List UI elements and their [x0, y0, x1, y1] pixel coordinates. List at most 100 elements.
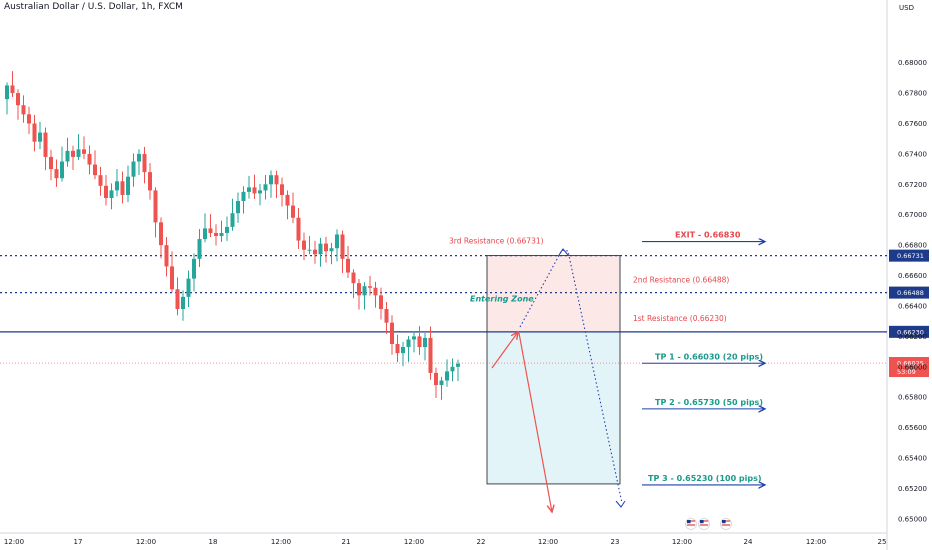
candle-body	[82, 149, 86, 154]
resistance-price-label: 0.66731	[897, 252, 924, 260]
target-label: TP 3 - 0.65230 (100 pips)	[648, 474, 762, 483]
candle-body	[285, 194, 290, 206]
time-tick-label: 18	[209, 538, 218, 546]
time-tick-label: 23	[611, 538, 620, 546]
price-tick-label: 0.65600	[898, 424, 927, 432]
candles	[5, 71, 460, 400]
price-tick-label: 0.65400	[898, 455, 927, 463]
flag-canton	[722, 520, 726, 524]
entering-zone-label: Entering Zone	[470, 294, 534, 303]
candle-body	[126, 176, 130, 195]
resistance-annotation: 2nd Resistance (0.66488)	[633, 276, 729, 285]
candle-body	[120, 181, 125, 195]
candle-body	[417, 336, 422, 348]
time-tick-label: 12:00	[136, 538, 156, 546]
time-axis[interactable]: 12:00 17 12:00 18 12:00 21 12:00 22 12:00 23 12:00…	[4, 538, 887, 546]
time-tick-label: 25	[878, 538, 887, 546]
candle-body	[32, 123, 37, 142]
last-price-tag	[889, 357, 929, 378]
chart-title: Australian Dollar / U.S. Dollar, 1h, FXC…	[4, 2, 183, 12]
candle-body	[16, 93, 20, 106]
price-axis[interactable]: 0.68000 0.67800 0.67600 0.67400 0.67200 0.670…	[898, 59, 927, 523]
candle-body	[423, 337, 427, 348]
us-flag-icon[interactable]	[720, 518, 732, 530]
countdown-label: 53:09	[897, 368, 916, 376]
last-price-label: 0.66025	[897, 360, 924, 368]
candle-body	[379, 295, 383, 310]
candle-body	[384, 309, 389, 323]
annotations: EXIT - 0.66830 TP 1 - 0.66030 (20 pips) TP…	[449, 231, 763, 530]
candle-body	[434, 372, 438, 386]
candle-body	[412, 336, 416, 340]
price-tick-label: 0.66000	[898, 363, 927, 371]
flag-canton	[687, 520, 691, 524]
price-tick-label: 0.66800	[898, 242, 927, 250]
candle-body	[109, 190, 114, 198]
candle-body	[159, 222, 163, 246]
candle-body	[219, 232, 224, 237]
resistance-price-label: 0.66230	[897, 328, 924, 336]
candle-body	[192, 258, 196, 279]
target-zone-box	[487, 331, 620, 484]
candle-body	[274, 175, 279, 185]
candle-body	[329, 248, 334, 252]
candle-body	[148, 172, 152, 191]
price-tick-label: 0.66600	[898, 272, 927, 280]
candle-body	[296, 217, 301, 241]
candle-body	[302, 240, 306, 250]
candle-body	[346, 258, 350, 273]
candle-body	[252, 187, 257, 194]
candle-body	[269, 175, 273, 185]
candle-body	[395, 344, 400, 354]
candle-body	[49, 156, 53, 170]
time-tick-label: 17	[74, 538, 83, 546]
candle-body	[197, 239, 202, 259]
candle-body	[186, 278, 191, 297]
candle-body	[230, 213, 235, 227]
candle-body	[153, 190, 158, 223]
candle-body	[362, 286, 367, 296]
candle-body	[450, 366, 455, 372]
candle-body	[351, 272, 356, 284]
candle-body	[313, 249, 317, 255]
candle-body	[428, 337, 433, 373]
candle-body	[5, 85, 9, 100]
price-tick-label: 0.67600	[898, 120, 927, 128]
candle-body	[208, 228, 213, 233]
candle-body	[335, 234, 339, 249]
candle-body	[54, 169, 59, 179]
candle-body	[373, 287, 378, 296]
candle-body	[291, 205, 295, 218]
candle-body	[456, 363, 460, 367]
candle-body	[368, 286, 372, 288]
entry-arrow	[491, 332, 518, 369]
time-tick-label: 21	[342, 538, 351, 546]
time-tick-label: 12:00	[672, 538, 692, 546]
candle-body	[340, 234, 345, 259]
us-flag-icon[interactable]	[698, 518, 710, 530]
grid	[0, 0, 888, 550]
us-flag-icon[interactable]	[685, 518, 697, 530]
candle-body	[324, 243, 328, 252]
candle-body	[170, 266, 174, 290]
resistance-price-tag	[889, 286, 929, 299]
candle-body	[115, 181, 119, 191]
resistance-price-label: 0.66488	[897, 289, 924, 297]
candle-body	[318, 243, 323, 255]
projected-end-arrowhead	[615, 500, 626, 508]
price-tick-label: 0.68000	[898, 59, 927, 67]
candle-body	[280, 184, 284, 195]
candle-body	[236, 201, 240, 214]
price-tick-label: 0.66200	[898, 333, 927, 341]
candle-body	[10, 85, 15, 94]
resistance-price-tag	[889, 325, 929, 338]
time-tick-label: 22	[477, 538, 486, 546]
candle-body	[76, 149, 81, 157]
candle-body	[142, 153, 147, 173]
candle-body	[439, 380, 444, 386]
candle-body	[38, 132, 42, 142]
candle-body	[241, 191, 246, 202]
candle-body	[307, 249, 312, 251]
candle-body	[87, 153, 92, 165]
